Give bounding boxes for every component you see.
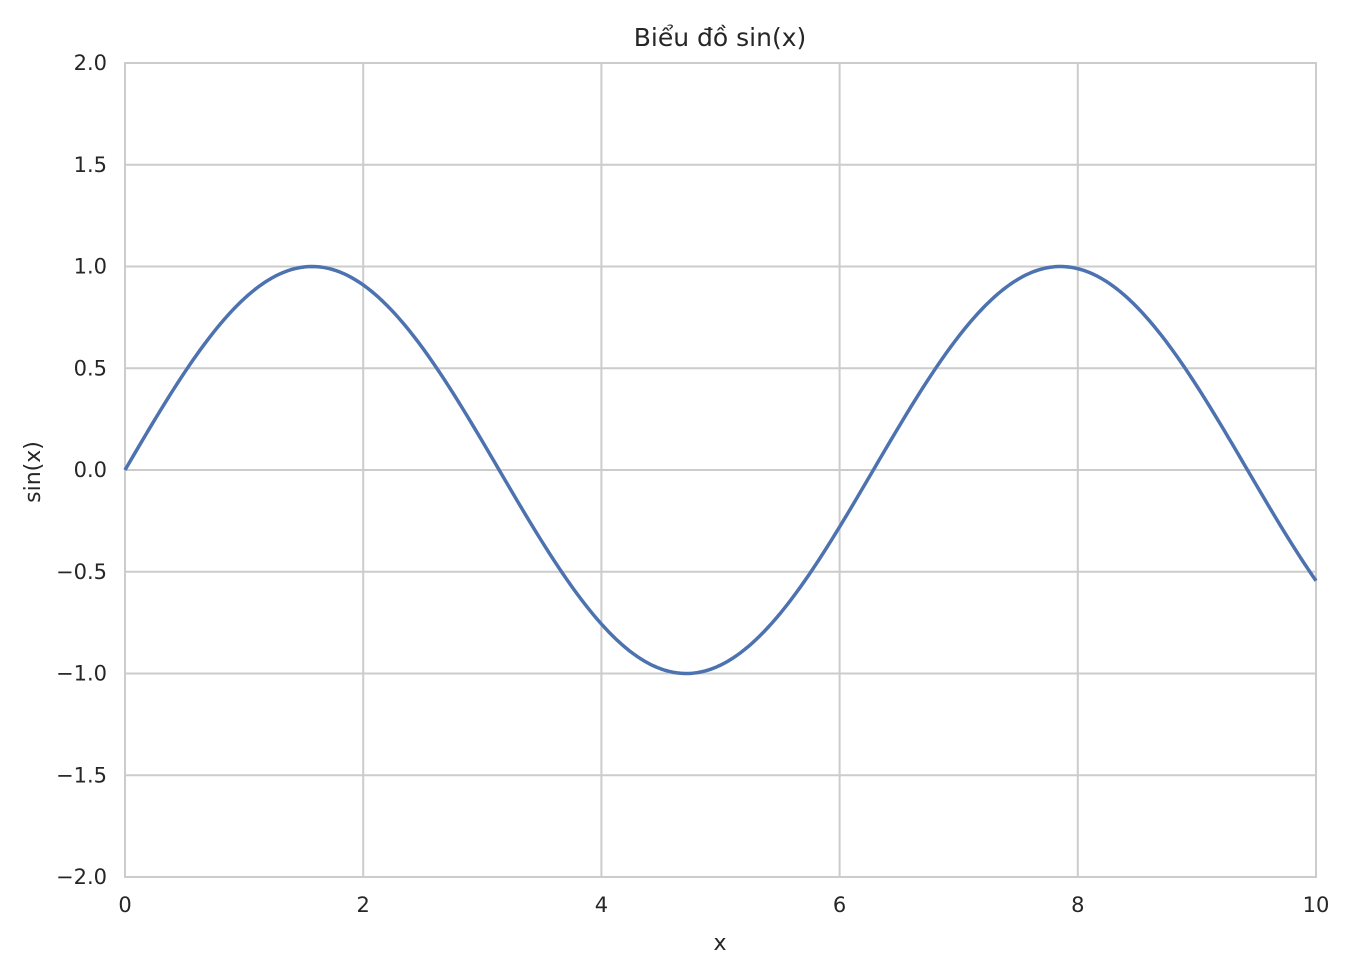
x-tick-label: 8 xyxy=(1071,893,1084,917)
y-axis-ticks: −2.0 −1.5 −1.0 −0.5 0.0 0.5 1.0 1.5 2.0 xyxy=(56,51,107,889)
series-layer xyxy=(123,264,1318,676)
x-axis-label: x xyxy=(713,931,726,956)
chart-title: Biểu đồ sin(x) xyxy=(634,23,807,52)
y-tick-label: 2.0 xyxy=(74,51,107,75)
x-tick-label: 10 xyxy=(1303,893,1330,917)
x-tick-label: 4 xyxy=(595,893,608,917)
y-tick-label: 1.0 xyxy=(74,255,107,279)
y-tick-label: 0.0 xyxy=(74,458,107,482)
x-tick-label: 0 xyxy=(118,893,131,917)
y-tick-label: −0.5 xyxy=(56,560,107,584)
y-tick-label: 1.5 xyxy=(74,153,107,177)
y-tick-label: −1.5 xyxy=(56,763,107,787)
y-axis-label: sin(x) xyxy=(21,441,46,503)
x-axis-ticks: 0 2 4 6 8 10 xyxy=(118,893,1329,917)
y-tick-label: −1.0 xyxy=(56,662,107,686)
x-tick-label: 6 xyxy=(833,893,846,917)
y-tick-label: −2.0 xyxy=(56,865,107,889)
series-line xyxy=(123,264,1318,676)
y-tick-label: 0.5 xyxy=(74,356,107,380)
x-tick-label: 2 xyxy=(357,893,370,917)
